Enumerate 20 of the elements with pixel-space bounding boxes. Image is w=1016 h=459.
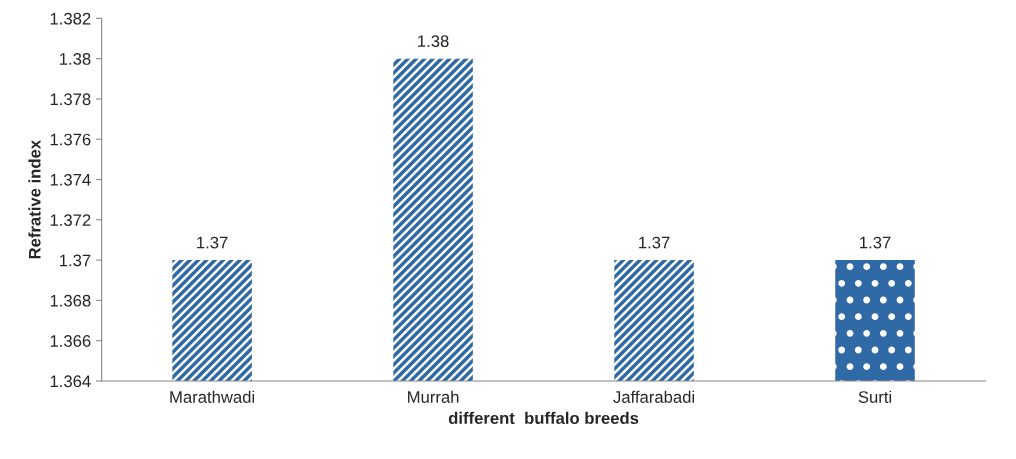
y-tick-label: 1.376 xyxy=(50,133,91,146)
y-tick-label: 1.368 xyxy=(50,294,91,307)
data-label: 1.37 xyxy=(639,236,670,249)
y-tick-label: 1.38 xyxy=(60,53,91,65)
y-tick-label: 1.372 xyxy=(50,214,91,227)
data-label: 1.37 xyxy=(860,236,891,249)
y-axis-title: Refrative index xyxy=(28,140,41,259)
x-tick-label: Surti xyxy=(858,390,892,403)
y-tick-label: 1.374 xyxy=(50,173,91,186)
x-tick-label: Jaffarabadi xyxy=(613,390,695,403)
x-tick-label: Murrah xyxy=(408,390,459,403)
y-tick-label: 1.382 xyxy=(50,12,91,25)
y-tick-label: 1.37 xyxy=(60,254,91,267)
data-label: 1.37 xyxy=(197,236,228,249)
data-label: 1.38 xyxy=(418,35,449,48)
y-tick-label: 1.378 xyxy=(50,93,91,106)
y-tick-label: 1.366 xyxy=(50,335,91,347)
y-tick-label: 1.364 xyxy=(50,375,91,388)
x-axis-title: different buffalo breeds xyxy=(448,411,639,425)
x-tick-label: Marathwadi xyxy=(170,390,255,403)
